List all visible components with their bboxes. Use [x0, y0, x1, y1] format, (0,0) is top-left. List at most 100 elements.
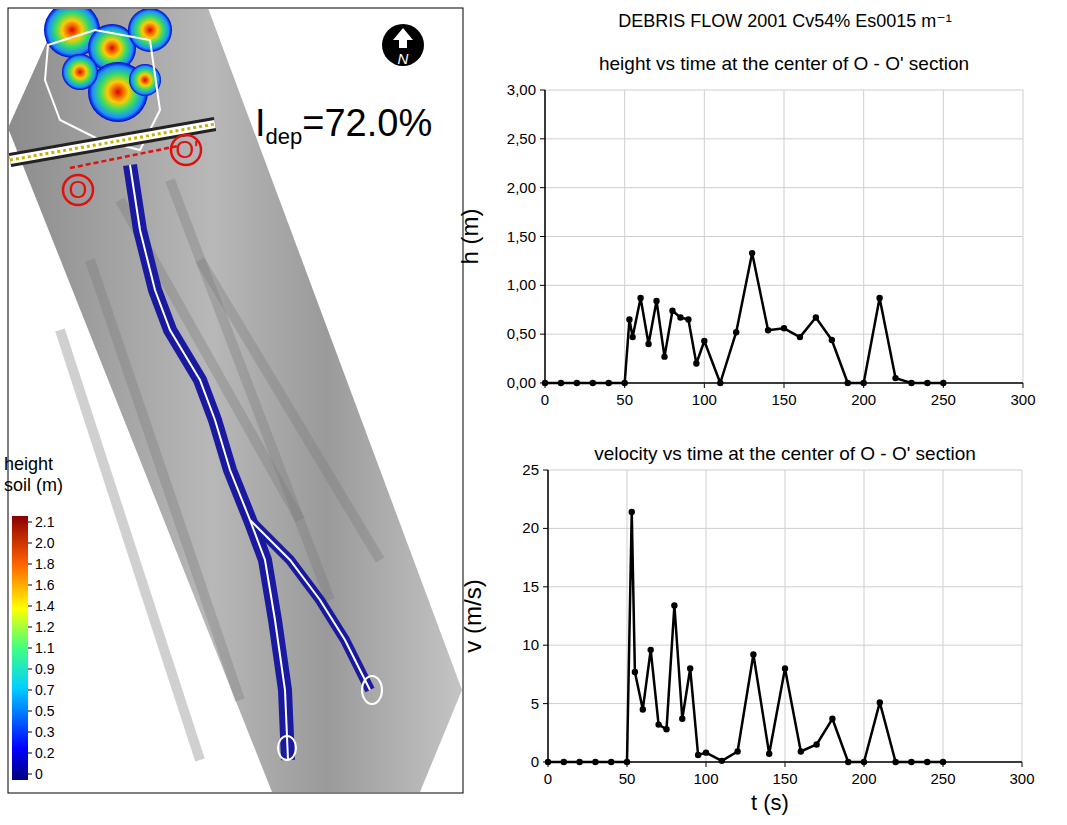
colorbar-tick — [28, 690, 32, 691]
grid-line — [706, 470, 707, 762]
grid-line — [785, 470, 786, 762]
y-tick-label: 2,50 — [507, 130, 536, 147]
data-point — [621, 380, 627, 386]
colorbar-tick — [28, 774, 32, 775]
data-point — [892, 759, 898, 765]
y-tick-label: 3,00 — [507, 81, 536, 98]
data-point — [829, 716, 835, 722]
deposition-index: Idep=72.0% — [255, 102, 432, 149]
data-point — [797, 334, 803, 340]
grid-line — [548, 645, 1022, 646]
x-tick-label: 50 — [619, 770, 636, 787]
data-point — [892, 375, 898, 381]
section-marker — [63, 175, 93, 205]
y-tick-label: 15 — [522, 578, 539, 595]
colorbar-tick — [28, 753, 32, 754]
data-point — [798, 748, 804, 754]
index-symbol: I — [255, 102, 266, 144]
data-point — [908, 759, 914, 765]
grid-line — [864, 470, 865, 762]
x-axis-title: t (s) — [751, 790, 789, 815]
data-point — [576, 759, 582, 765]
north-arrow — [382, 24, 424, 66]
colorbar-tick-label: 2.0 — [35, 535, 55, 551]
figure: OO'NIdep=72.0%heightsoil (m)00.20.30.50.… — [0, 0, 1067, 825]
colorbar-tick-label: 2.1 — [35, 514, 55, 530]
y-tick-label: 2,00 — [507, 179, 536, 196]
data-point — [608, 759, 614, 765]
data-point — [645, 341, 651, 347]
data-point — [908, 380, 914, 386]
section-label: O — [69, 176, 88, 203]
grid-line — [548, 586, 1022, 587]
colorbar-title: heightsoil (m) — [4, 454, 63, 495]
x-tick-label: 200 — [851, 391, 876, 408]
index-value: =72.0% — [302, 102, 432, 144]
data-point — [782, 665, 788, 671]
x-tick-label: 100 — [693, 770, 718, 787]
grid-line — [545, 334, 1023, 335]
data-point — [845, 380, 851, 386]
x-tick-label: 200 — [851, 770, 876, 787]
chart: height vs time at the center of O - O' s… — [456, 53, 1036, 408]
data-point — [629, 509, 635, 515]
north-label: N — [398, 50, 409, 67]
grid-line — [548, 528, 1022, 529]
grid-line — [545, 236, 1023, 237]
data-point — [813, 314, 819, 320]
observed-outline — [250, 520, 370, 690]
data-point — [813, 741, 819, 747]
data-point — [606, 380, 612, 386]
colorbar-tick-label: 1.1 — [35, 640, 55, 656]
map-frame — [8, 8, 463, 793]
y-tick-label: 1,50 — [507, 228, 536, 245]
data-point — [766, 751, 772, 757]
data-point — [671, 602, 677, 608]
section-line — [70, 146, 178, 168]
x-tick-label: 150 — [771, 391, 796, 408]
debris-channel — [130, 165, 288, 760]
colorbar-tick — [28, 585, 32, 586]
colorbar-tick — [28, 669, 32, 670]
data-point — [592, 759, 598, 765]
colorbar-tick — [28, 522, 32, 523]
chart-title: velocity vs time at the center of O - O'… — [594, 443, 976, 464]
data-line — [548, 512, 943, 762]
colorbar-tick — [28, 564, 32, 565]
data-point — [749, 250, 755, 256]
terrain-shade — [200, 260, 380, 560]
data-point — [629, 334, 635, 340]
data-point — [687, 665, 693, 671]
grid-line — [545, 90, 1023, 91]
data-point — [829, 337, 835, 343]
grid-line — [548, 703, 1022, 704]
debris-channel — [250, 520, 370, 690]
data-point — [648, 647, 654, 653]
grid-line — [943, 470, 944, 762]
colorbar-tick — [28, 627, 32, 628]
data-point — [685, 316, 691, 322]
x-tick-label: 150 — [772, 770, 797, 787]
colorbar-tick-label: 1.4 — [35, 598, 55, 614]
data-point — [750, 651, 756, 657]
data-point — [765, 327, 771, 333]
data-point — [632, 669, 638, 675]
colorbar-tick-label: 0.7 — [35, 682, 55, 698]
y-tick-label: 20 — [522, 519, 539, 536]
data-point — [545, 759, 551, 765]
colorbar-tick-label: 1.6 — [35, 577, 55, 593]
x-tick-label: 300 — [1009, 770, 1034, 787]
y-axis — [547, 470, 549, 762]
data-point — [653, 298, 659, 304]
colorbar-tick-label: 0.9 — [35, 661, 55, 677]
data-point — [845, 759, 851, 765]
data-point — [637, 295, 643, 301]
data-point — [781, 325, 787, 331]
x-tick-label: 0 — [541, 391, 549, 408]
colorbar-tick — [28, 711, 32, 712]
y-tick-label: 0,00 — [507, 374, 536, 391]
grid-line — [545, 138, 1023, 139]
data-point — [877, 699, 883, 705]
data-point — [624, 759, 630, 765]
data-point — [924, 759, 930, 765]
